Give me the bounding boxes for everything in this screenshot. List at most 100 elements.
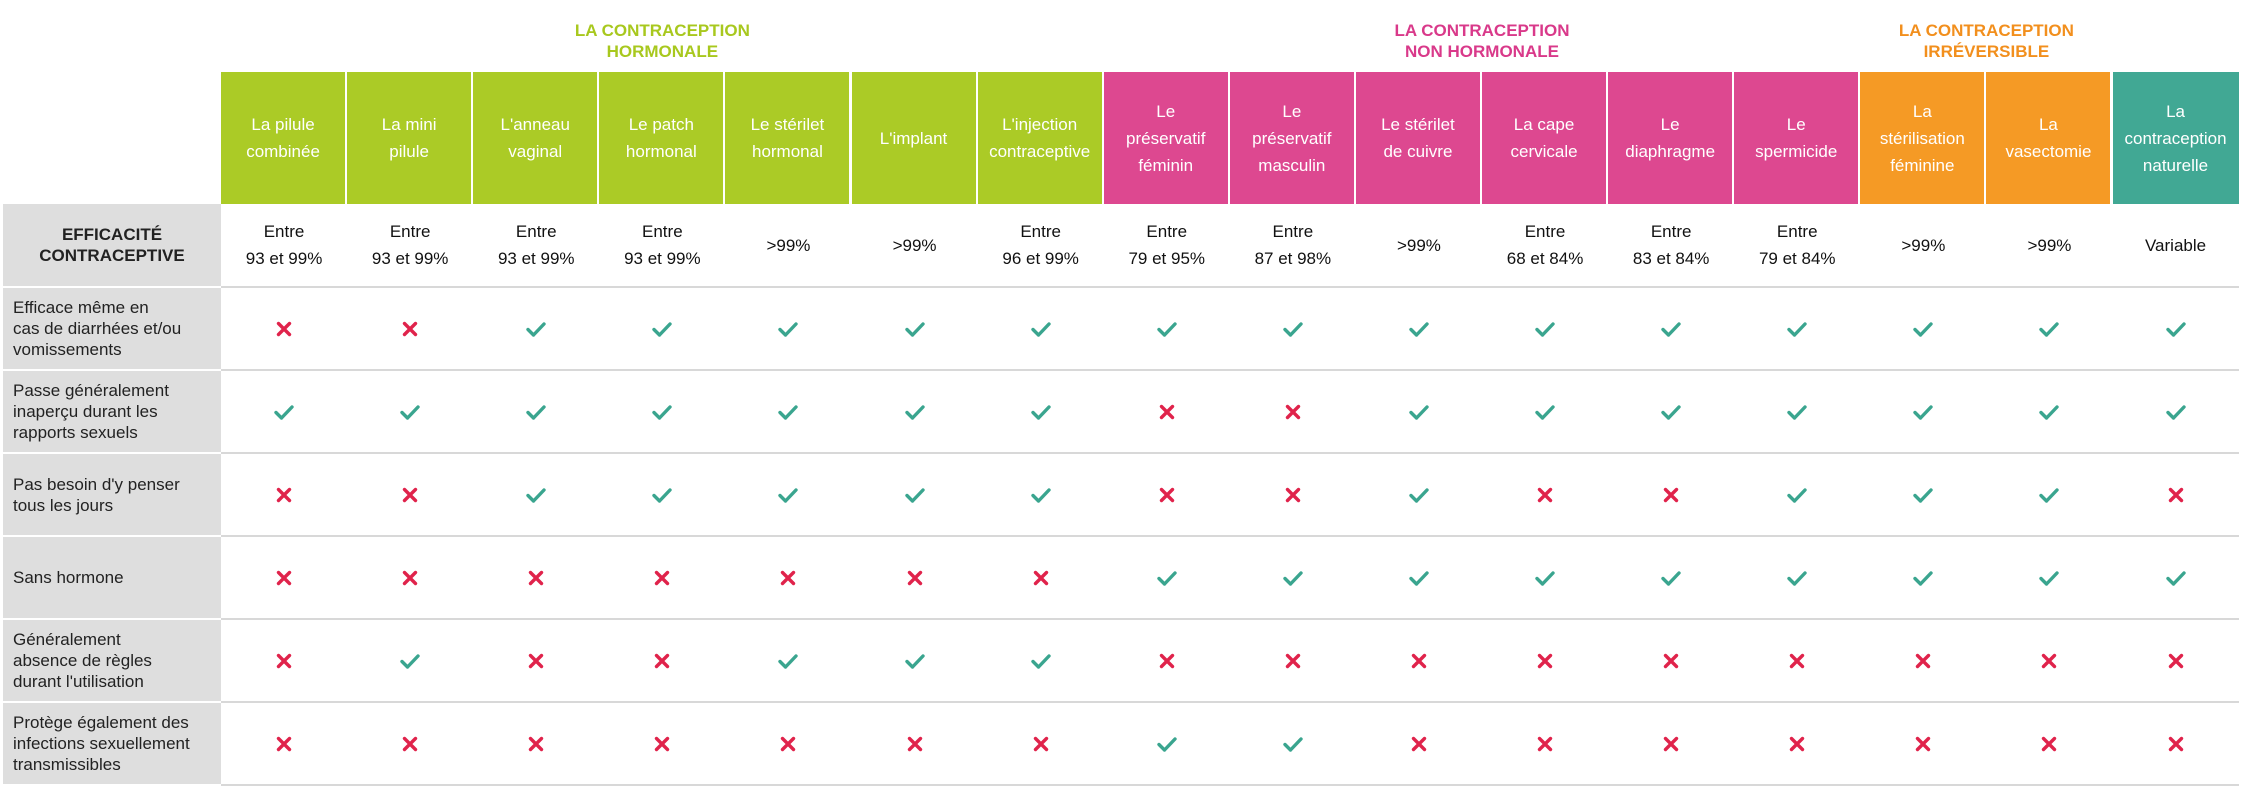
efficacy-value: Entre 68 et 84% — [1506, 222, 1584, 268]
cross-icon — [781, 570, 796, 585]
check-icon — [400, 653, 420, 669]
efficacy-value: Entre 79 et 95% — [1128, 222, 1206, 268]
efficacy-value: Entre 96 et 99% — [1002, 222, 1079, 268]
row-divider — [221, 535, 2239, 537]
cross-icon — [1663, 653, 1679, 668]
efficacy-value: >99% — [1396, 235, 1441, 255]
check-icon — [1157, 736, 1177, 752]
efficacy-value: Entre 93 et 99% — [371, 222, 449, 268]
cross-icon — [529, 570, 544, 585]
column-header: Le spermicide — [1734, 72, 1861, 204]
cross-icon — [655, 736, 670, 751]
cross-icon — [2042, 736, 2057, 751]
column-header: Le patch hormonal — [599, 72, 726, 204]
column-header: La mini pilule — [347, 72, 474, 204]
check-icon — [274, 404, 294, 420]
cross-icon — [276, 487, 292, 502]
check-icon — [2039, 487, 2060, 503]
cross-icon — [1537, 653, 1553, 668]
check-icon — [904, 653, 925, 669]
group-title: LA CONTRACEPTION IRRÉVERSIBLE — [1898, 21, 2074, 61]
cross-icon — [276, 736, 292, 751]
group-title: LA CONTRACEPTION NON HORMONALE — [1394, 21, 1570, 61]
cross-icon — [1790, 736, 1805, 751]
check-icon — [1787, 321, 1807, 337]
cross-icon — [1033, 736, 1048, 751]
efficacy-value: >99% — [1901, 235, 1946, 255]
check-icon — [1030, 321, 1051, 337]
column-header: L'injection contraceptive — [977, 72, 1104, 204]
check-icon — [1157, 321, 1177, 337]
efficacy-value: Entre 93 et 99% — [497, 222, 575, 268]
criterion-row-label: Protège également des infections sexuell… — [3, 703, 221, 784]
cross-icon — [1033, 570, 1048, 585]
check-icon — [526, 321, 546, 337]
cross-icon — [1537, 736, 1553, 751]
check-icon — [526, 487, 546, 503]
cross-icon — [1285, 487, 1301, 502]
column-header: L'anneau vaginal — [473, 72, 600, 204]
cross-icon — [276, 321, 292, 336]
check-icon — [778, 321, 799, 337]
check-icon — [2165, 321, 2186, 337]
cross-icon — [402, 487, 418, 502]
check-icon — [1535, 570, 1555, 586]
column-header: La stérilisation féminine — [1860, 72, 1987, 204]
check-icon — [1283, 321, 1303, 337]
check-icon — [1661, 570, 1681, 586]
efficacy-value: Entre 79 et 84% — [1758, 222, 1836, 268]
check-icon — [1409, 404, 1429, 420]
check-icon — [1913, 487, 1934, 503]
cross-icon — [529, 736, 544, 751]
cross-icon — [276, 570, 292, 585]
cross-icon — [402, 736, 418, 751]
check-icon — [904, 321, 925, 337]
check-icon — [778, 653, 799, 669]
cross-icon — [2042, 653, 2057, 668]
cross-icon — [1916, 736, 1931, 751]
check-icon — [400, 404, 420, 420]
check-icon — [1030, 487, 1051, 503]
cross-icon — [1159, 653, 1174, 668]
check-icon — [2165, 404, 2186, 420]
cross-icon — [1663, 487, 1679, 502]
row-divider — [221, 701, 2239, 703]
row-divider — [221, 452, 2239, 454]
efficacy-value: Entre 93 et 99% — [245, 222, 323, 268]
check-icon — [778, 404, 799, 420]
check-icon — [1409, 487, 1429, 503]
check-icon — [1661, 321, 1681, 337]
check-icon — [1283, 736, 1303, 752]
check-icon — [904, 487, 925, 503]
group-title: LA CONTRACEPTION HORMONALE — [574, 21, 750, 61]
row-divider — [221, 784, 2239, 786]
check-icon — [2039, 321, 2060, 337]
criterion-row-label: Sans hormone — [3, 537, 221, 618]
efficacy-value: >99% — [892, 235, 937, 255]
criterion-row-label: Passe généralement inaperçu durant les r… — [3, 371, 221, 452]
check-icon — [526, 404, 546, 420]
cross-icon — [1159, 487, 1174, 502]
cross-icon — [1159, 404, 1174, 419]
cross-icon — [1285, 404, 1301, 419]
check-icon — [1535, 321, 1555, 337]
efficacy-row-label: EFFICACITÉ CONTRACEPTIVE — [3, 204, 221, 286]
check-icon — [1030, 404, 1051, 420]
check-icon — [1913, 570, 1934, 586]
check-icon — [1535, 404, 1555, 420]
column-header: Le stérilet de cuivre — [1355, 72, 1482, 204]
check-icon — [1787, 404, 1807, 420]
check-icon — [778, 487, 799, 503]
column-header: La cape cervicale — [1482, 72, 1609, 204]
check-icon — [1409, 570, 1429, 586]
check-icon — [1913, 321, 1934, 337]
efficacy-value: Entre 83 et 84% — [1632, 222, 1710, 268]
cross-icon — [2168, 653, 2183, 668]
row-divider — [221, 369, 2239, 371]
cross-icon — [1411, 736, 1427, 751]
column-header: Le stérilet hormonal — [725, 72, 852, 204]
column-header: La vasectomie — [1986, 72, 2113, 204]
column-header: Le préservatif féminin — [1103, 72, 1230, 204]
efficacy-value: >99% — [2027, 235, 2072, 255]
cross-icon — [907, 570, 922, 585]
